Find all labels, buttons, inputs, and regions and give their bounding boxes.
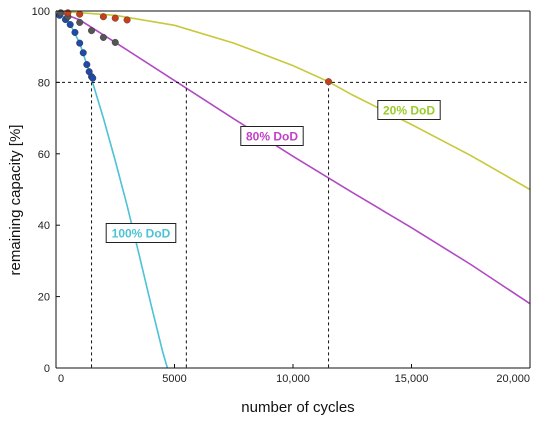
point-80pct-dod-5 [111,38,119,46]
point-80pct-dod-4 [99,33,107,41]
y-axis-title: remaining capacity [%] [7,125,24,276]
point-20pct-dod-3 [111,14,119,22]
point-100pct-dod-6 [83,61,91,69]
point-80pct-dod-2 [76,18,84,26]
label-100pct-dod: 100% DoD [105,223,177,243]
label-box-80pct-dod [240,126,304,146]
x-tick-label: 0 [58,373,64,385]
measured-points [56,9,333,86]
point-20pct-dod-1 [76,10,84,18]
point-100pct-dod-3 [71,28,79,36]
axes: 0 20 40 60 80 100 0 5000 10,000 15,000 20,000 [32,6,531,385]
y-tick-label: 100 [32,6,50,18]
label-text-100pct-dod: 100% DoD [112,227,171,241]
point-20pct-dod-5 [325,78,333,86]
y-tick-label: 60 [38,149,50,161]
point-100pct-dod-9 [89,74,97,82]
x-tick-label: 10,000 [276,373,310,385]
curve-20pct-dod [55,10,531,191]
label-text-20pct-dod: 20% DoD [383,104,435,118]
point-100pct-dod-5 [79,49,87,57]
point-80pct-dod-0 [57,9,65,17]
point-20pct-dod-4 [123,16,131,24]
point-20pct-dod-2 [99,13,107,21]
threshold-guides [56,81,530,368]
y-tick-label: 40 [38,220,50,232]
x-axis-title: number of cycles [241,399,354,416]
x-tick-label: 5000 [162,373,186,385]
label-80pct-dod: 80% DoD [240,126,304,146]
y-tick-label: 80 [38,77,50,89]
point-100pct-dod-4 [76,39,84,47]
x-tick-label: 15,000 [395,373,429,385]
curve-80pct-dod [55,10,531,305]
label-text-80pct-dod: 80% DoD [246,130,298,144]
series-labels: 100% DoD 80% DoD 20% DoD [105,100,441,243]
point-80pct-dod-3 [88,27,96,35]
x-tick-label: 20,000 [496,373,530,385]
point-20pct-dod-0 [64,9,72,17]
point-100pct-dod-2 [66,21,74,29]
series-curves [55,10,531,369]
y-tick-label: 0 [44,363,50,375]
label-box-20pct-dod [377,100,441,120]
label-box-100pct-dod [105,223,177,243]
label-20pct-dod: 20% DoD [377,100,441,120]
y-tick-label: 20 [38,292,50,304]
